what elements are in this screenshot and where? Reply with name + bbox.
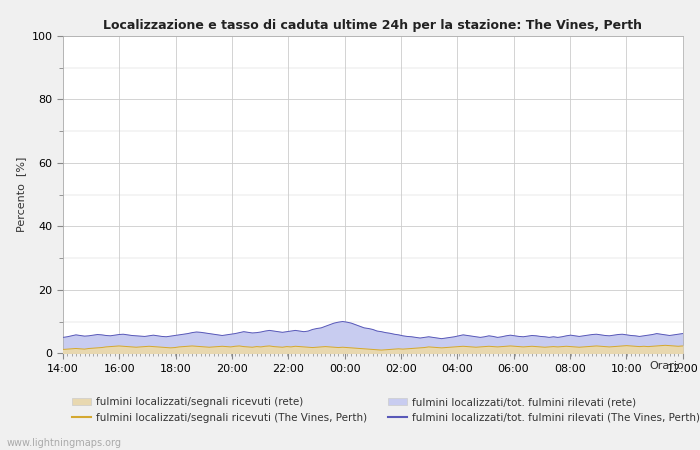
Title: Localizzazione e tasso di caduta ultime 24h per la stazione: The Vines, Perth: Localizzazione e tasso di caduta ultime … — [104, 19, 643, 32]
Legend: fulmini localizzati/segnali ricevuti (rete), fulmini localizzati/segnali ricevut: fulmini localizzati/segnali ricevuti (re… — [68, 393, 700, 427]
Y-axis label: Percento  [%]: Percento [%] — [16, 157, 26, 232]
Text: Orario: Orario — [650, 361, 685, 371]
Text: www.lightningmaps.org: www.lightningmaps.org — [7, 438, 122, 448]
